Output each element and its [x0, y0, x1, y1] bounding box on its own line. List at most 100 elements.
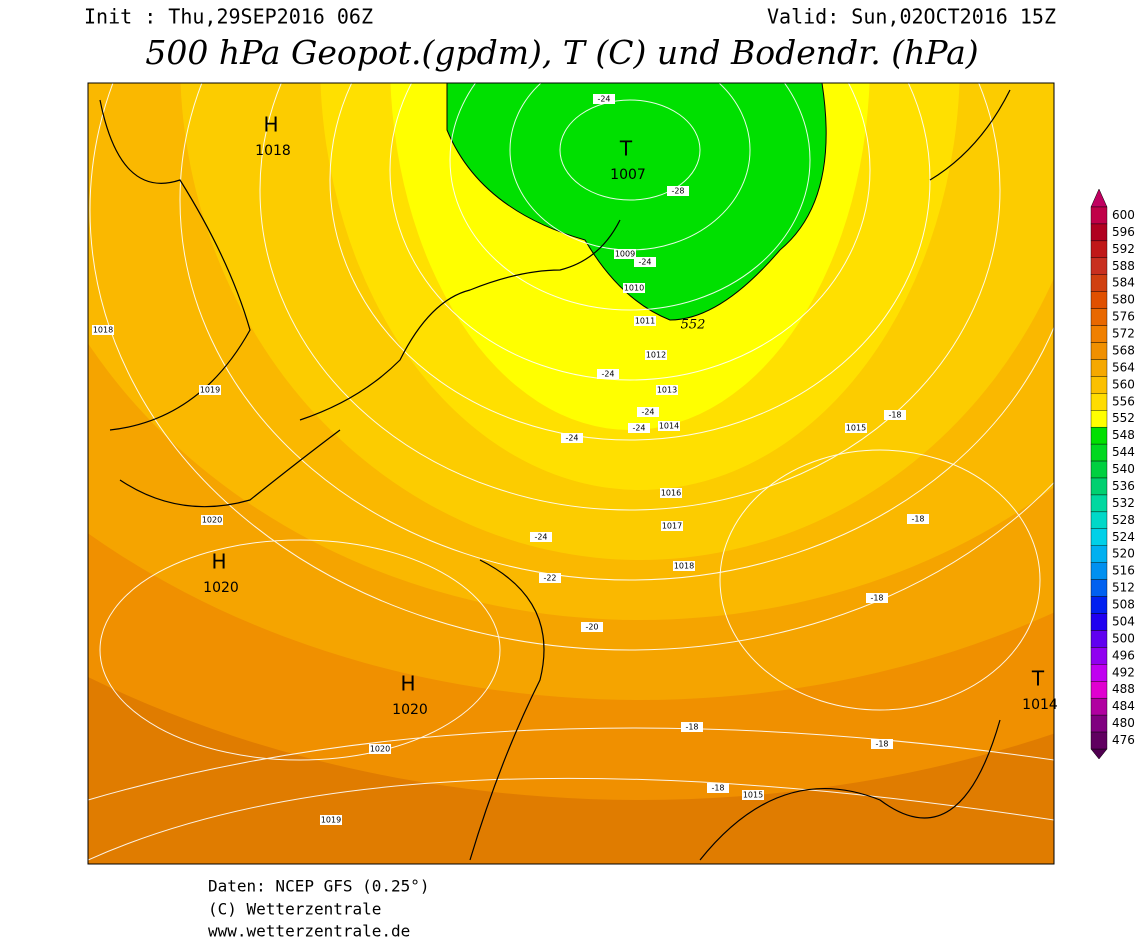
pressure-symbol: T [619, 137, 633, 161]
isobar-label-box [645, 350, 667, 360]
isobar-label-box [199, 385, 221, 395]
isobar-label: 1011 [635, 317, 655, 326]
colorbar-swatch [1090, 426, 1108, 445]
colorbar-swatch [1090, 630, 1108, 648]
isobar-label: 1010 [624, 284, 644, 293]
colorbar-label: 488 [1112, 682, 1135, 696]
isobar-label: 1016 [661, 489, 681, 498]
temperature-label-box [597, 369, 619, 379]
colorbar-swatch [1090, 443, 1108, 462]
map-field [88, 83, 1054, 864]
colorbar-label: 564 [1112, 360, 1135, 374]
isobar-label: 1013 [657, 386, 677, 395]
band-548 [446, 83, 827, 321]
colorbar-label: 528 [1112, 513, 1135, 527]
colorbar-label: 600 [1112, 208, 1135, 222]
isobar-label: 1018 [93, 326, 113, 335]
colorbar-swatch [1090, 342, 1108, 360]
colorbar-swatch [1090, 477, 1108, 496]
isobar-label: 1019 [200, 386, 220, 395]
colorbar-label: 512 [1112, 581, 1135, 595]
colorbar-swatch [1090, 376, 1108, 394]
colorbar-label: 548 [1112, 428, 1135, 442]
colorbar-label: 484 [1112, 699, 1135, 713]
isobar-label: 1014 [659, 422, 679, 431]
temperature-label: -18 [911, 515, 924, 524]
isobar-label-box [658, 421, 680, 431]
pressure-value: 1020 [392, 702, 428, 718]
colorbar-swatch [1090, 325, 1108, 343]
colorbar-swatch [1090, 528, 1108, 546]
temperature-label: -24 [597, 95, 610, 104]
temperature-label-box [707, 783, 729, 793]
colorbar-label: 516 [1112, 564, 1135, 578]
colorbar-swatch [1090, 240, 1108, 259]
colorbar-swatch [1090, 613, 1108, 631]
temperature-label-box [907, 514, 929, 524]
temperature-label-box [866, 593, 888, 603]
colorbar-label: 596 [1112, 225, 1135, 239]
temperature-label-box [667, 186, 689, 196]
temperature-label-box [539, 573, 561, 583]
colorbar-swatch [1090, 596, 1108, 614]
colorbar-label: 532 [1112, 496, 1135, 510]
footer-copyright: (C) Wetterzentrale [208, 900, 381, 919]
colorbar-swatch [1090, 291, 1108, 309]
isobar-label-box [369, 744, 391, 754]
temperature-label: -24 [565, 434, 578, 443]
map-title: 500 hPa Geopot.(gpdm), T (C) und Bodendr… [145, 33, 978, 72]
isobar-label-box [656, 385, 678, 395]
isobar-label-box [661, 521, 683, 531]
footer-url: www.wetterzentrale.de [208, 922, 410, 941]
colorbar-bottom-arrow [1090, 748, 1108, 760]
colorbar-label: 552 [1112, 411, 1135, 425]
colorbar-swatch [1090, 511, 1108, 530]
isobar-label-box [742, 790, 764, 800]
temperature-label-box [637, 407, 659, 417]
temperature-label: -18 [870, 594, 883, 603]
isobar-label: 1020 [202, 516, 222, 525]
contour-label: 552 [681, 318, 706, 333]
temperature-label: -24 [534, 533, 547, 542]
temperature-label-box [593, 94, 615, 104]
colorbar-swatch [1090, 206, 1108, 225]
colorbar-swatch [1090, 274, 1108, 292]
pressure-value: 1007 [610, 167, 646, 183]
colorbar-swatch [1090, 410, 1108, 428]
pressure-value: 1014 [1022, 697, 1058, 713]
pressure-value: 1018 [255, 143, 291, 159]
temperature-label: -24 [601, 370, 614, 379]
isobar-label-box [845, 423, 867, 433]
colorbar-label: 544 [1112, 445, 1135, 459]
colorbar-swatch [1090, 647, 1108, 665]
isobar-label: 1009 [615, 250, 635, 259]
isobar-label-box [614, 249, 636, 259]
colorbar-label: 524 [1112, 530, 1135, 544]
colorbar-label: 492 [1112, 665, 1135, 679]
temperature-label: -18 [685, 723, 698, 732]
colorbar-label: 560 [1112, 377, 1135, 391]
colorbar-swatch [1090, 681, 1108, 699]
colorbar-swatch [1090, 545, 1108, 563]
colorbar-label: 496 [1112, 648, 1135, 662]
colorbar-swatch [1090, 359, 1108, 377]
temperature-label: -24 [632, 424, 645, 433]
isobar-label: 1015 [743, 791, 763, 800]
temperature-label: -24 [638, 258, 651, 267]
footer-source: Daten: NCEP GFS (0.25°) [208, 877, 430, 896]
colorbar-swatch [1090, 562, 1108, 580]
colorbar-swatch [1090, 664, 1108, 682]
pressure-symbol: H [263, 113, 278, 137]
colorbar-label: 556 [1112, 394, 1135, 408]
temperature-label: -20 [585, 623, 598, 632]
valid-time: Valid: Sun,02OCT2016 15Z [767, 5, 1056, 29]
isobar-label-box [673, 561, 695, 571]
temperature-label: -28 [671, 187, 684, 196]
temperature-label-box [581, 622, 603, 632]
colorbar-swatch [1090, 579, 1108, 597]
isobar-label: 1017 [662, 522, 682, 531]
isobar-label: 1019 [321, 816, 341, 825]
coastlines [99, 89, 1011, 861]
colorbar-swatch [1090, 223, 1108, 242]
